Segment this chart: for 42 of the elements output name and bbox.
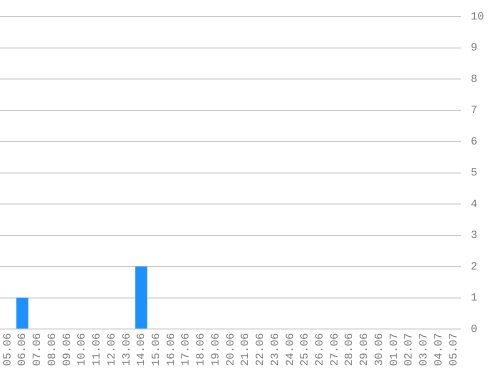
x-tick-label: 17.06 [180,332,193,366]
x-tick-label: 22.06 [255,332,268,366]
x-tick-label: 20.06 [225,332,238,366]
x-tick-label: 13.06 [121,332,134,366]
x-tick-label: 27.06 [329,332,342,366]
x-tick-label: 04.07 [433,332,446,366]
y-tick-label: 7 [470,105,478,118]
y-tick-label: 4 [470,198,478,211]
x-tick-label: 01.07 [388,332,401,366]
x-tick-label: 12.06 [106,332,118,366]
x-tick-label: 10.06 [76,332,89,366]
x-tick-label: 19.06 [210,332,222,366]
x-tick-label: 16.06 [166,332,178,366]
x-tick-label: 23.06 [270,332,282,366]
x-tick-label: 09.06 [62,332,74,366]
x-tick-label: 02.07 [404,332,416,366]
x-tick-label: 15.06 [150,332,163,366]
x-tick-label: 25.06 [300,332,312,366]
y-tick-label: 3 [470,230,478,242]
x-tick-label: 06.06 [17,332,30,366]
x-tick-label: 05.07 [448,332,460,366]
y-tick-label: 0 [470,324,478,336]
x-tick-label: 30.06 [374,332,386,366]
x-tick-label: 03.07 [418,332,431,366]
x-tick-label: 28.06 [344,332,356,366]
y-tick-label: 9 [470,42,478,55]
y-tick-label: 2 [470,261,478,274]
x-tick-label: 08.06 [46,332,59,366]
y-tick-label: 5 [470,168,478,180]
x-tick-label: 21.06 [240,332,252,366]
y-tick-label: 8 [470,74,478,86]
x-tick-label: 07.06 [32,332,44,366]
x-tick-label: 05.06 [2,332,14,366]
y-tick-label: 6 [470,136,478,148]
x-tick-label: 14.06 [136,332,148,366]
x-tick-label: 11.06 [92,332,104,366]
y-tick-label: 1 [470,292,478,305]
x-tick-label: 29.06 [359,332,372,366]
x-tick-label: 24.06 [284,332,297,366]
x-tick-label: 18.06 [196,332,208,366]
y-tick-label: 10 [470,12,484,24]
x-tick-label: 26.06 [314,332,326,366]
